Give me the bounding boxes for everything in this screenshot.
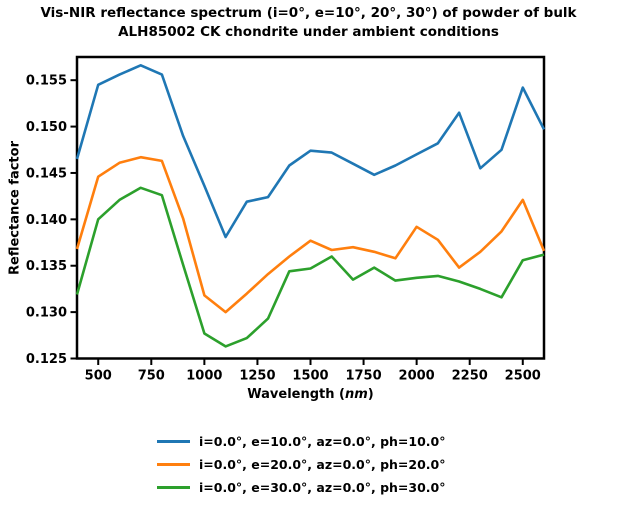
x-tick-label: 2250 bbox=[452, 369, 488, 384]
y-tick-label: 0.135 bbox=[26, 259, 67, 274]
x-tick-label: 2500 bbox=[505, 369, 541, 384]
legend-swatch-1 bbox=[157, 462, 190, 467]
chart-title-line2: ALH85002 CK chondrite under ambient cond… bbox=[118, 24, 499, 40]
y-tick-label: 0.130 bbox=[26, 306, 67, 321]
legend-swatch-0 bbox=[157, 439, 190, 444]
y-tick-label: 0.125 bbox=[26, 352, 67, 367]
series-line-1 bbox=[75, 155, 546, 314]
legend-label-e20: i=0.0°, e=20.0°, az=0.0°, ph=20.0° bbox=[199, 457, 446, 472]
axes-frame bbox=[75, 55, 546, 360]
plot-area: 500 750 1000 1250 1500 1750 2000 2250 2500 0.125 0… bbox=[26, 55, 546, 384]
x-tick-label: 2000 bbox=[399, 369, 435, 384]
chart-title-line1: Vis-NIR reflectance spectrum (i=0°, e=10… bbox=[40, 5, 577, 21]
legend-item-e20: i=0.0°, e=20.0°, az=0.0°, ph=20.0° bbox=[157, 453, 445, 476]
x-tick-label: 1750 bbox=[345, 369, 381, 384]
series-line-0 bbox=[75, 64, 546, 239]
x-tick-label: 1250 bbox=[239, 369, 275, 384]
y-axis-label: Reflectance factor bbox=[7, 141, 23, 275]
series-line-2 bbox=[75, 186, 545, 348]
y-tick-label: 0.155 bbox=[26, 74, 67, 89]
x-tick-label: 500 bbox=[85, 369, 112, 384]
x-tick-label: 1500 bbox=[292, 369, 328, 384]
x-axis-label-close: ) bbox=[367, 387, 374, 402]
legend-label-e10: i=0.0°, e=10.0°, az=0.0°, ph=10.0° bbox=[199, 434, 446, 449]
legend: i=0.0°, e=10.0°, az=0.0°, ph=10.0° i=0.0… bbox=[157, 430, 445, 499]
x-axis-label-unit: nm bbox=[344, 387, 368, 402]
legend-item-e30: i=0.0°, e=30.0°, az=0.0°, ph=30.0° bbox=[157, 476, 445, 499]
y-tick-label: 0.145 bbox=[26, 166, 67, 181]
x-axis-label: Wavelength (nm) bbox=[77, 387, 544, 402]
chart-title: Vis-NIR reflectance spectrum (i=0°, e=10… bbox=[0, 4, 617, 42]
x-axis-label-text: Wavelength ( bbox=[247, 387, 345, 402]
legend-label-e30: i=0.0°, e=30.0°, az=0.0°, ph=30.0° bbox=[199, 480, 446, 495]
y-tick-label: 0.150 bbox=[26, 120, 67, 135]
legend-item-e10: i=0.0°, e=10.0°, az=0.0°, ph=10.0° bbox=[157, 430, 445, 453]
x-tick-label: 1000 bbox=[186, 369, 222, 384]
x-tick-label: 750 bbox=[138, 369, 165, 384]
legend-swatch-2 bbox=[157, 485, 190, 490]
y-tick-label: 0.140 bbox=[26, 213, 67, 228]
